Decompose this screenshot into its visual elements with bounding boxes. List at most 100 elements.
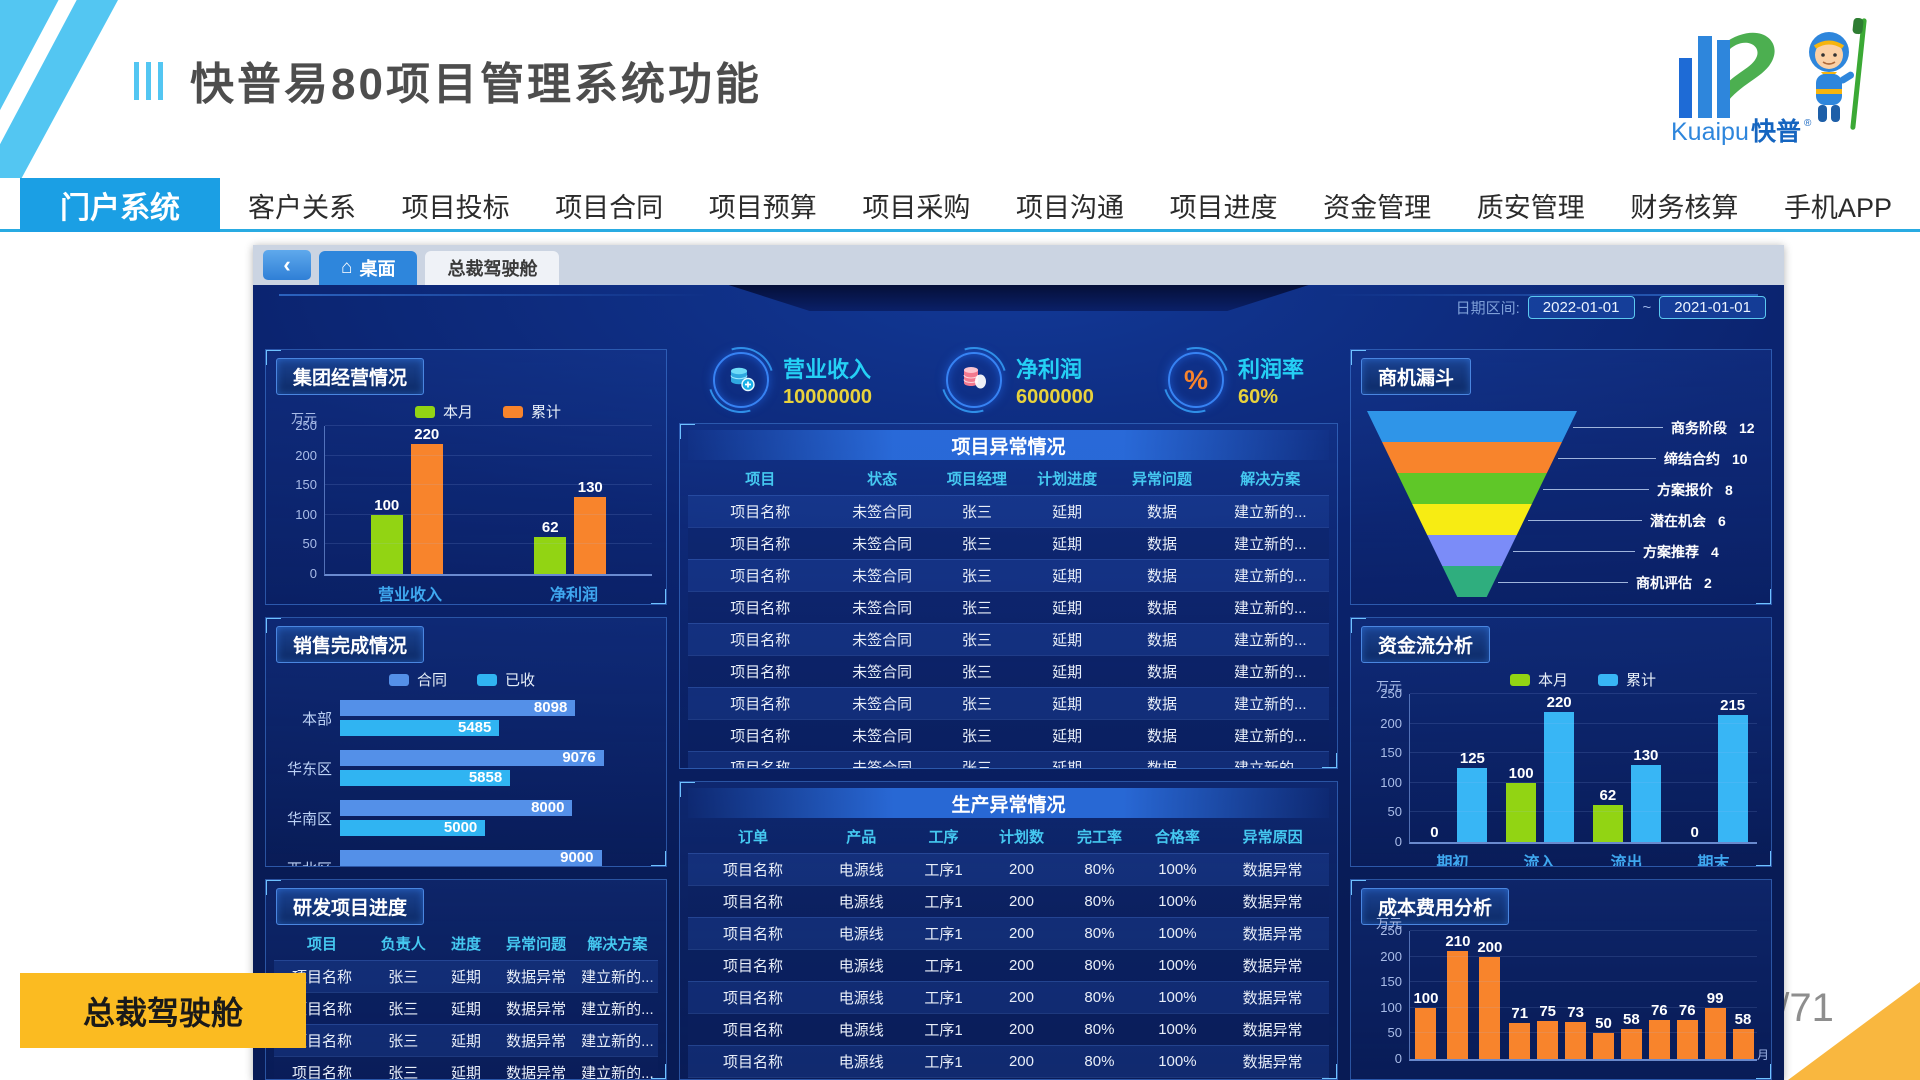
y-tick-label: 0 (1394, 1051, 1402, 1066)
nav-item[interactable]: 项目预算 (708, 192, 817, 223)
nav-item[interactable]: 项目沟通 (1015, 192, 1124, 223)
plot-area: 万元 0 50 100 150 200 250 0 125 100 220 62 130 0 215 (1376, 679, 1757, 849)
bar-value-label: 210 (1445, 933, 1471, 951)
nav-item[interactable]: 财务核算 (1630, 192, 1739, 223)
bar-item: 130 (574, 426, 607, 574)
table-cell: 张三 (388, 1001, 419, 1018)
column-header: 合格率 (1154, 829, 1200, 846)
table-cell: 项目名称 (722, 926, 783, 943)
panel-title-rd-progress: 研发项目进度 (276, 888, 425, 925)
bar-item: 200 (1477, 931, 1502, 1059)
table-cell: 数据 (1146, 632, 1177, 649)
nav-item-portal-system[interactable]: 门户系统 (20, 178, 220, 232)
nav-item[interactable]: 项目进度 (1169, 192, 1278, 223)
table-row[interactable]: 项目名称 未签合同 张三 延期 数据 建立新的... (688, 687, 1329, 719)
table-row[interactable]: 项目名称 张三 延期 数据异常 建立新的... (274, 992, 658, 1024)
nav-item[interactable]: 手机APP (1783, 192, 1892, 223)
table-cell: 张三 (388, 1065, 419, 1080)
nav-item[interactable]: 项目合同 (555, 192, 664, 223)
tab-desktop[interactable]: ⌂ 桌面 (319, 251, 418, 285)
table-cell: 建立新的... (1234, 664, 1307, 681)
table-row[interactable]: 项目名称 张三 延期 数据异常 建立新的... (274, 960, 658, 992)
back-button[interactable]: ‹ (263, 250, 311, 280)
table-cell: 延期 (1052, 600, 1083, 617)
sales-completion-chart: 合同已收本部80985485华东区90765858华南区80005000西北区9… (266, 669, 666, 866)
bar-item: 73 (1565, 931, 1587, 1059)
column-header: 订单 (737, 829, 768, 846)
table-cell: 数据异常 (506, 1033, 567, 1050)
kpi-value: 10000000 (783, 385, 872, 408)
kpi-ring (713, 352, 769, 408)
table-row[interactable]: 项目名称 未签合同 张三 延期 数据 建立新的... (688, 655, 1329, 687)
nav-item[interactable]: 客户关系 (248, 192, 356, 223)
x-axis-labels: 营业收入 净利润 (324, 581, 652, 604)
tab-ceo-dashboard[interactable]: 总裁驾驶舱 (425, 251, 560, 285)
bar-item: 76 (1648, 931, 1670, 1059)
table-row[interactable]: 项目名称 未签合同 张三 延期 数据 建立新的... (688, 495, 1329, 527)
panel-title-cost-expense: 成本费用分析 (1361, 888, 1510, 925)
table-cell: 100% (1158, 1021, 1197, 1038)
table-cell: 数据 (1146, 536, 1177, 553)
table-cell: 项目名称 (722, 958, 783, 975)
table-row[interactable]: 项目名称 未签合同 张三 延期 数据 建立新的... (688, 751, 1329, 769)
table-row[interactable]: 项目名称 未签合同 张三 延期 数据 建立新的... (688, 527, 1329, 559)
date-start-input[interactable]: 2022-01-01 (1527, 296, 1635, 319)
column-header: 解决方案 (1240, 471, 1301, 488)
table-header-row: 订单 产品 工序 计划数 完工率 合格率 异常原因 (688, 820, 1329, 853)
table-row[interactable]: 项目名称 未签合同 张三 延期 数据 建立新的... (688, 559, 1329, 591)
nav-item[interactable]: 项目采购 (862, 192, 971, 223)
category-label: 本部 (301, 710, 332, 728)
nav-item[interactable]: 质安管理 (1476, 192, 1585, 223)
table-cell: 项目名称 (730, 504, 791, 521)
legend-item: 累计 (1598, 669, 1656, 690)
table-row[interactable]: 项目名称 未签合同 张三 延期 数据 建立新的... (688, 623, 1329, 655)
funnel-stage-name: 方案推荐 (1643, 543, 1699, 560)
table-row[interactable]: 项目名称 张三 延期 数据异常 建立新的... (274, 1056, 658, 1080)
table-cell: 未签合同 (852, 760, 913, 769)
date-range-separator: ~ (1642, 299, 1652, 316)
legend-swatch (1598, 673, 1618, 686)
nav-item[interactable]: 项目投标 (401, 192, 510, 223)
table-cell: 延期 (450, 1001, 481, 1018)
table-cell: 延期 (1052, 760, 1083, 769)
x-tick-label: 净利润 (549, 587, 598, 604)
table-cell: 数据异常 (1242, 862, 1303, 879)
table-cell: 数据异常 (506, 1065, 567, 1080)
funnel-stage-label: 商务阶段 12 (1671, 418, 1755, 438)
table-cell: 数据异常 (1242, 926, 1303, 943)
date-end-input[interactable]: 2021-01-01 (1659, 296, 1766, 319)
column-header: 负责人 (380, 936, 426, 953)
y-tick-label: 250 (1380, 923, 1402, 938)
panel-title-group-operation: 集团经营情况 (276, 358, 425, 395)
bar-value-label: 62 (1599, 787, 1617, 805)
table-row[interactable]: 项目名称 未签合同 张三 延期 数据 建立新的... (688, 591, 1329, 623)
table-row[interactable]: 项目名称 未签合同 张三 延期 数据 建立新的... (688, 719, 1329, 751)
panel-sales-completion: 销售完成情况 合同 已收 本部 8098 5485 华东区 9076 5858 华南区 8000 5… (265, 617, 667, 867)
table-cell: 80% (1084, 893, 1115, 910)
table-cell: 张三 (961, 504, 992, 521)
funnel-slice (1367, 411, 1577, 442)
nav-item[interactable]: 资金管理 (1323, 192, 1432, 223)
table-cell: 工序1 (924, 894, 963, 911)
bar-item: 220 (1544, 694, 1575, 842)
page-title: 快普易80项目管理系统功能 (190, 60, 762, 109)
table-row[interactable]: 项目名称 张三 延期 数据异常 建立新的... (274, 1024, 658, 1056)
x-axis-unit: 月 (1756, 1048, 1769, 1062)
table-cell: 80% (1084, 925, 1115, 942)
table-cell: 项目名称 (730, 728, 791, 745)
bar (1509, 1022, 1531, 1059)
x-tick-label: 期初 (1436, 855, 1469, 867)
funnel-stage-value: 6 (1718, 512, 1726, 529)
table-cell: 工序1 (924, 862, 963, 879)
bar-group: 75 (1537, 931, 1559, 1059)
funnel-slice (1427, 535, 1517, 566)
bar-value-label: 8098 (533, 699, 568, 716)
